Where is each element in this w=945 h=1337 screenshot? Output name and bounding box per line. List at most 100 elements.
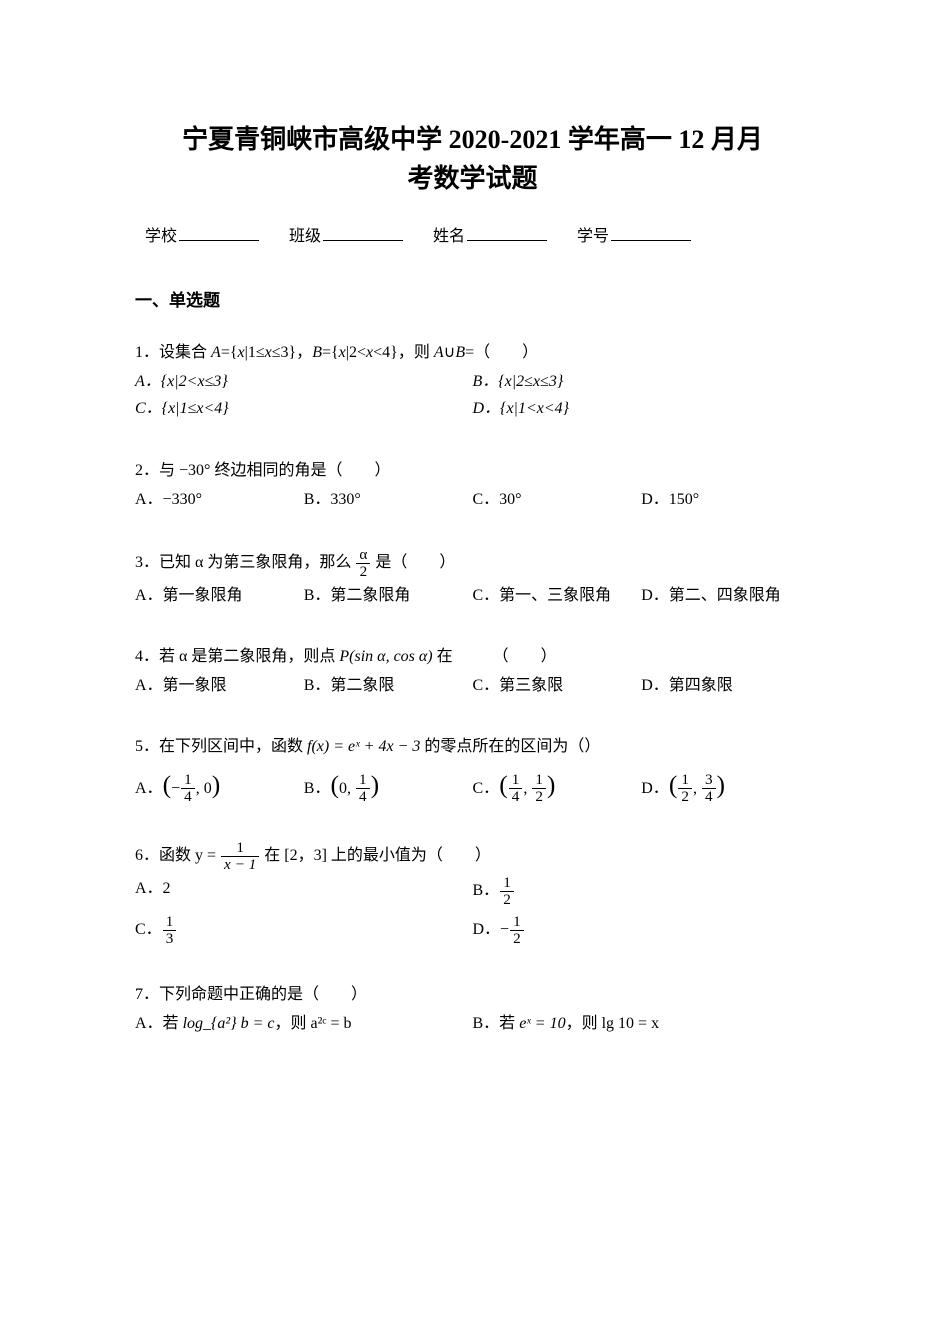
q4-choice-c: C．第三象限 xyxy=(473,672,564,699)
q5d-lparen: ( xyxy=(669,770,678,799)
q5-function: f(x) = eˣ + 4x − 3 xyxy=(307,738,420,755)
q5d-frac2: 34 xyxy=(702,772,716,805)
q3-choice-a: A．第一象限角 xyxy=(135,582,243,609)
school-field: 学校 xyxy=(145,222,259,246)
school-blank xyxy=(179,224,259,241)
q1-text: ={ xyxy=(221,344,238,361)
q4-choice-b: B．第二象限 xyxy=(304,672,395,699)
question-6: 6．函数 y = 1x − 1 在 [2，3] 上的最小值为（ ） A．2 B．… xyxy=(135,840,810,947)
q7a-suf: ，则 a²ᶜ = b xyxy=(275,1015,352,1032)
q2-choices: A．−330° B．330° C．30° D．150° xyxy=(135,486,810,513)
q5-text: 的零点所在的区间为（） xyxy=(420,738,600,755)
q4-choice-a: A．第一象限 xyxy=(135,672,227,699)
q5-choice-c: C．(14, 12) xyxy=(473,763,642,807)
q3-choice-b: B．第二象限角 xyxy=(304,582,411,609)
q1-A: A xyxy=(211,344,221,361)
q5d-rparen: ) xyxy=(717,770,726,799)
q4-text: 若 α 是第二象限角，则点 xyxy=(159,648,339,665)
q5b-den: 4 xyxy=(356,788,370,805)
q4-number: 4． xyxy=(135,648,159,665)
q1-text: |1≤ xyxy=(245,344,265,361)
q5b-frac: 14 xyxy=(356,772,370,805)
q6-stem: 6．函数 y = 1x − 1 在 [2，3] 上的最小值为（ ） xyxy=(135,840,810,873)
q5c-rparen: ) xyxy=(547,770,556,799)
q1-text: <4}，则 xyxy=(373,344,434,361)
q6-choice-d: D．−12 xyxy=(473,914,811,947)
q3-frac-den: 2 xyxy=(356,563,370,580)
q7-text: 下列命题中正确的是（ ） xyxy=(159,986,367,1003)
school-label: 学校 xyxy=(145,222,177,246)
q4-choice-d: D．第四象限 xyxy=(641,672,733,699)
q3-number: 3． xyxy=(135,554,159,571)
q5-choice-b: B．(0, 14) xyxy=(304,763,473,807)
q1-stem: 1．设集合 A={x|1≤x≤3}，B={x|2<x<4}，则 A∪B=（ ） xyxy=(135,339,810,366)
q1-text: ={ xyxy=(322,344,339,361)
q1-text: ≤3}， xyxy=(272,344,312,361)
q7b-pre: B．若 xyxy=(473,1015,520,1032)
q2-choice-d: D．150° xyxy=(641,486,699,513)
question-2: 2．与 −30° 终边相同的角是（ ） A．−330° B．330° C．30°… xyxy=(135,457,810,513)
q6b-label: B． xyxy=(473,882,500,899)
q6d-frac: 12 xyxy=(510,914,524,947)
question-1: 1．设集合 A={x|1≤x≤3}，B={x|2<x<4}，则 A∪B=（ ） … xyxy=(135,339,810,423)
title-line-2: 考数学试题 xyxy=(407,164,537,193)
q7-choices: A．若 log_{a²} b = c，则 a²ᶜ = b B．若 eˣ = 10… xyxy=(135,1010,810,1037)
q6-text: 函数 y = xyxy=(159,847,220,864)
q3-stem: 3．已知 α 为第三象限角，那么 α2 是（ ） xyxy=(135,547,810,580)
q3-text: 是（ ） xyxy=(371,554,455,571)
q5-stem: 5．在下列区间中，函数 f(x) = eˣ + 4x − 3 的零点所在的区间为… xyxy=(135,733,810,760)
q5a-frac: 14 xyxy=(181,772,195,805)
q5c-frac2: 12 xyxy=(532,772,546,805)
q5a-label: A． xyxy=(135,780,163,797)
q5c-lparen: ( xyxy=(499,770,508,799)
q2-number: 2． xyxy=(135,462,159,479)
q6-frac-den: x − 1 xyxy=(221,856,259,873)
q6-frac-num: 1 xyxy=(221,840,259,856)
q5a-rparen: ) xyxy=(212,770,221,799)
q4-point: P(sin α, cos α) xyxy=(339,648,432,665)
name-blank xyxy=(467,224,547,241)
name-label: 姓名 xyxy=(433,222,465,246)
q6c-label: C． xyxy=(135,921,162,938)
q3-choice-d: D．第二、四象限角 xyxy=(641,582,781,609)
q3-choices: A．第一象限角 B．第二象限角 C．第一、三象限角 D．第二、四象限角 xyxy=(135,582,810,609)
q5d-num2: 3 xyxy=(702,772,716,788)
q1-choice-a: A．{x|2<x≤3} xyxy=(135,368,228,395)
q5b-label: B． xyxy=(304,780,331,797)
q6b-frac: 12 xyxy=(500,875,514,908)
q6-choices-2: C．13 D．−12 xyxy=(135,914,810,947)
q5b-lparen: ( xyxy=(330,770,339,799)
q7b-suf: ，则 lg 10 = x xyxy=(566,1015,659,1032)
q1-text: 设集合 xyxy=(159,344,211,361)
q3-choice-c: C．第一、三象限角 xyxy=(473,582,612,609)
q7-choice-b: B．若 eˣ = 10，则 lg 10 = x xyxy=(473,1010,811,1037)
q4-stem: 4．若 α 是第二象限角，则点 P(sin α, cos α) 在 （ ） xyxy=(135,643,810,670)
q5d-den1: 2 xyxy=(678,788,692,805)
q6-text: 在 [2，3] 上的最小值为（ ） xyxy=(260,847,491,864)
q5a-lparen: ( xyxy=(163,770,172,799)
question-3: 3．已知 α 为第三象限角，那么 α2 是（ ） A．第一象限角 B．第二象限角… xyxy=(135,547,810,609)
q1-text: =（ ） xyxy=(465,344,538,361)
class-label: 班级 xyxy=(289,222,321,246)
name-field: 姓名 xyxy=(433,222,547,246)
q6-choice-a: A．2 xyxy=(135,875,171,902)
q4-text: 在 （ ） xyxy=(433,648,557,665)
q6c-den: 3 xyxy=(163,930,177,947)
q7-stem: 7．下列命题中正确的是（ ） xyxy=(135,981,810,1008)
q7-choice-a: A．若 log_{a²} b = c，则 a²ᶜ = b xyxy=(135,1010,473,1037)
q5d-mid: , xyxy=(693,780,701,797)
q5a-den: 4 xyxy=(181,788,195,805)
q5c-label: C． xyxy=(473,780,500,797)
id-blank xyxy=(611,224,691,241)
question-5: 5．在下列区间中，函数 f(x) = eˣ + 4x − 3 的零点所在的区间为… xyxy=(135,733,810,806)
q7b-mid: eˣ = 10 xyxy=(519,1015,565,1032)
q1-A: A xyxy=(434,344,444,361)
q3-frac-num: α xyxy=(356,547,370,563)
q5c-den2: 2 xyxy=(532,788,546,805)
q1-x: x xyxy=(265,344,272,361)
q7a-mid: log_{a²} b = c xyxy=(183,1015,275,1032)
q6c-frac: 13 xyxy=(163,914,177,947)
q2-text: 与 −30° 终边相同的角是（ ） xyxy=(159,462,390,479)
q1-B: B xyxy=(312,344,322,361)
q1-text: |2< xyxy=(346,344,366,361)
